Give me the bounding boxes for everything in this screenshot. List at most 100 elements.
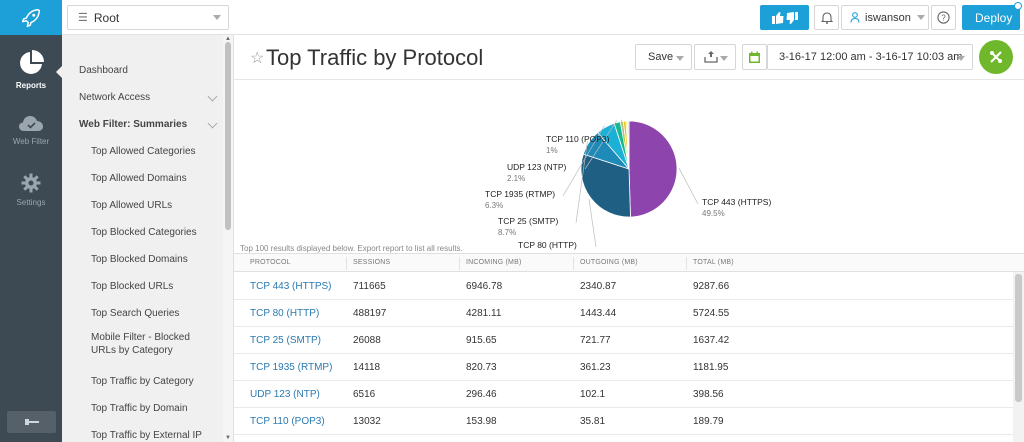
logo[interactable] (0, 0, 62, 35)
protocol-link[interactable]: UDP 123 (NTP) (250, 389, 320, 400)
sidebar-item[interactable]: Top Blocked Categories (62, 219, 222, 246)
notifications-button[interactable] (814, 5, 839, 30)
sidebar-item[interactable]: Top Allowed Categories (62, 138, 222, 165)
pie-slice-percent: 49.5% (702, 209, 725, 218)
sidebar-scroll-thumb[interactable] (225, 42, 231, 230)
sidebar-item[interactable]: Top Traffic by External IP (62, 422, 222, 442)
sidebar-item-label: Top Allowed Domains (91, 173, 187, 184)
table-row[interactable]: TCP 25 (SMTP) 26088 915.65 721.77 1637.42 (234, 327, 1014, 354)
protocol-link[interactable]: TCP 80 (HTTP) (250, 308, 320, 319)
table-cell: 4281.11 (466, 308, 502, 319)
chevron-down-icon (916, 15, 925, 20)
pie-slice-label: TCP 443 (HTTPS) (702, 197, 771, 207)
rail-item-reports[interactable]: Reports (0, 42, 62, 97)
table-cell: 6946.78 (466, 281, 503, 292)
feedback-button[interactable] (760, 5, 809, 30)
save-button[interactable]: Save (635, 44, 692, 70)
pie-leader-line (584, 120, 618, 170)
table-cell: 361.23 (580, 362, 611, 373)
scroll-down-icon[interactable]: ▼ (225, 435, 231, 441)
sidebar-item-label: Network Access (79, 92, 151, 103)
sidebar-item-label: Top Allowed Categories (91, 146, 196, 157)
chevron-down-icon (720, 56, 728, 61)
rail-item-settings[interactable]: Settings (0, 162, 62, 217)
table-row[interactable]: TCP 110 (POP3) 13032 153.98 35.81 189.79 (234, 408, 1014, 435)
protocol-link[interactable]: TCP 25 (SMTP) (250, 335, 321, 346)
protocol-pie-chart: TCP 443 (HTTPS)49.5%TCP 80 (HTTP)30.5%TC… (485, 119, 771, 261)
sidebar-item[interactable]: Network Access (62, 84, 222, 111)
sidebar-item[interactable]: Top Blocked Domains (62, 246, 222, 273)
pie-slice-percent: 1% (546, 146, 558, 155)
cloud-icon (19, 115, 43, 131)
protocol-link[interactable]: TCP 443 (HTTPS) (250, 281, 332, 292)
column-header[interactable]: SESSIONS (353, 259, 391, 266)
user-menu[interactable]: iswanson (841, 5, 929, 30)
pie-slice-label: TCP 1935 (RTMP) (485, 189, 555, 199)
svg-text:?: ? (941, 14, 946, 23)
table-cell: 711665 (353, 281, 386, 292)
gear-icon (21, 173, 41, 192)
collapse-rail-button[interactable] (7, 411, 56, 433)
protocol-link[interactable]: TCP 110 (POP3) (250, 416, 325, 427)
sidebar-item-label: Top Allowed URLs (91, 200, 173, 211)
column-header[interactable]: INCOMING (MB) (466, 259, 522, 266)
sidebar-item[interactable]: Mobile Filter - Blocked URLs by Category (62, 327, 222, 361)
chevron-down-icon (676, 56, 684, 61)
table-cell: 398.56 (693, 389, 724, 400)
rocket-icon (22, 8, 40, 27)
sidebar-item-label: Top Blocked Domains (91, 254, 188, 265)
table-row[interactable]: UDP 123 (NTP) 6516 296.46 102.1 398.56 (234, 381, 1014, 408)
calendar-button[interactable] (742, 44, 767, 70)
tools-icon (990, 51, 1002, 63)
list-icon: ☰ (78, 12, 88, 24)
column-divider (573, 257, 574, 270)
chevron-down-icon (213, 15, 221, 20)
sidebar-item-label: Top Blocked Categories (91, 227, 197, 238)
export-button[interactable] (694, 44, 736, 70)
root-selector-label: Root (93, 10, 120, 25)
rail-item-web-filter[interactable]: Web Filter (0, 102, 62, 157)
root-selector[interactable]: ☰ Root (67, 5, 229, 30)
pie-leader-line (678, 168, 699, 205)
sidebar-item-label: Top Search Queries (91, 308, 180, 319)
pie-slice[interactable] (627, 120, 630, 170)
rail-label-settings: Settings (16, 197, 46, 207)
table-cell: 6516 (353, 389, 376, 400)
sidebar-item[interactable]: Top Traffic by Category (62, 368, 222, 395)
scroll-up-icon[interactable]: ▲ (225, 36, 231, 42)
report-settings-button[interactable] (979, 40, 1013, 74)
table-row[interactable]: TCP 443 (HTTPS) 711665 6946.78 2340.87 9287.… (234, 273, 1014, 300)
export-icon (704, 51, 718, 63)
sidebar-item-label: Top Blocked URLs (91, 281, 174, 292)
deploy-button[interactable]: Deploy (962, 2, 1022, 30)
sidebar-item[interactable]: Top Traffic by Domain (62, 395, 222, 422)
help-button[interactable]: ? (931, 5, 956, 30)
table-row[interactable]: TCP 80 (HTTP) 488197 4281.11 1443.44 5724.55 (234, 300, 1014, 327)
table-cell: 1637.42 (693, 335, 730, 346)
rail-label-web-filter: Web Filter (12, 136, 50, 146)
column-header[interactable]: OUTGOING (MB) (580, 259, 638, 266)
chevron-down-icon (207, 118, 218, 129)
sidebar-item[interactable]: Top Allowed URLs (62, 192, 222, 219)
pie-leader-line (588, 198, 597, 248)
sidebar-scrollbar[interactable]: ▲ ▼ (223, 35, 233, 442)
column-header[interactable]: PROTOCOL (250, 259, 291, 266)
protocol-link[interactable]: TCP 1935 (RTMP) (250, 362, 333, 373)
sidebar-item-label: Top Traffic by External IP (91, 430, 202, 441)
column-header[interactable]: TOTAL (MB) (693, 259, 734, 266)
pie-slice[interactable] (580, 153, 631, 218)
table-cell: 915.65 (466, 335, 497, 346)
table-cell: 189.79 (693, 416, 724, 427)
sidebar-item[interactable]: Top Blocked URLs (62, 273, 222, 300)
sidebar-item[interactable]: Dashboard (62, 57, 222, 84)
table-scroll-thumb[interactable] (1015, 274, 1022, 402)
deploy-label: Deploy (975, 10, 1013, 25)
table-row[interactable]: TCP 1935 (RTMP) 14118 820.73 361.23 1181.95 (234, 354, 1014, 381)
date-range-select[interactable]: 3-16-17 12:00 am - 3-16-17 10:03 am (767, 44, 973, 70)
sidebar-item[interactable]: Top Search Queries (62, 300, 222, 327)
report-sidebar: Dashboard Network Access Web Filter: Summa… (62, 35, 234, 442)
star-icon[interactable]: ☆ (250, 50, 265, 67)
sidebar-item[interactable]: Web Filter: Summaries (62, 111, 222, 138)
sidebar-item[interactable]: Top Allowed Domains (62, 165, 222, 192)
pie-slice[interactable] (628, 120, 678, 218)
